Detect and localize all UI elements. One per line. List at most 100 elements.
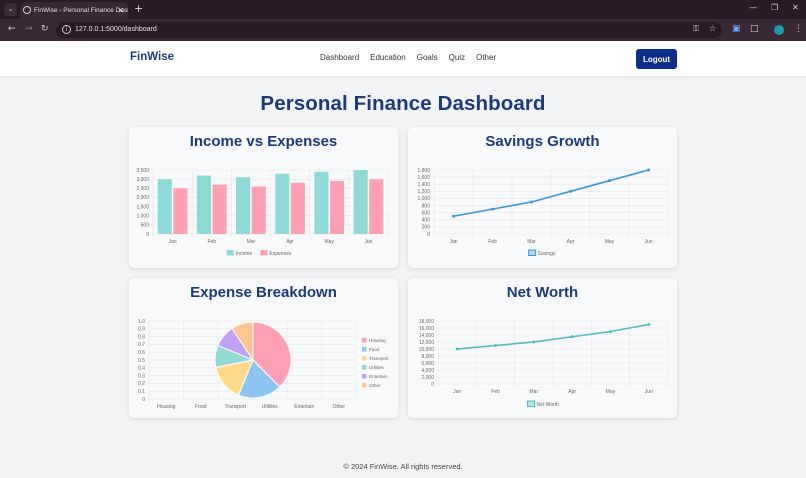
nav-link-goals[interactable]: Goals bbox=[416, 53, 438, 62]
data-point[interactable] bbox=[494, 344, 497, 347]
card-title: Income vs Expenses bbox=[189, 133, 338, 150]
bar-expenses[interactable] bbox=[369, 179, 384, 234]
bar-expenses[interactable] bbox=[173, 188, 188, 234]
legend-item[interactable]: Expenses bbox=[260, 250, 292, 257]
net-worth-card: Net Worth 0 2,000 4,000 6,000 8,000 10,000 12,… bbox=[408, 278, 677, 418]
bar-expenses[interactable] bbox=[251, 186, 266, 234]
legend-item[interactable]: Entertain bbox=[362, 374, 388, 379]
bar-expenses[interactable] bbox=[290, 182, 305, 234]
new-tab-button[interactable]: + bbox=[134, 2, 144, 15]
site-info-icon[interactable]: i bbox=[62, 25, 71, 34]
url-text: 127.0.0.1:5000/dashboard bbox=[75, 26, 157, 33]
y-tick-label: 3,500 bbox=[136, 168, 149, 174]
legend-item[interactable]: Savings bbox=[528, 249, 556, 257]
password-key-icon[interactable]: ⚿ bbox=[693, 24, 700, 33]
bar-expenses[interactable] bbox=[212, 184, 227, 234]
card-title: Net Worth bbox=[506, 284, 579, 301]
x-tick-label: Feb bbox=[491, 389, 500, 395]
bar-income[interactable] bbox=[236, 177, 251, 234]
y-tick-label: 1.0 bbox=[138, 319, 145, 325]
data-point[interactable] bbox=[647, 168, 650, 172]
line-savings[interactable] bbox=[453, 169, 649, 218]
data-point[interactable] bbox=[570, 335, 574, 339]
data-point[interactable] bbox=[491, 207, 494, 211]
data-point[interactable] bbox=[452, 214, 455, 218]
expense-breakdown-card: Expense Breakdown 0 0.1 0.2 0.3 0.4 0.5 0.6 0.7… bbox=[129, 278, 398, 418]
x-tick-label: May bbox=[606, 389, 616, 395]
pie-slice-food[interactable] bbox=[237, 359, 281, 399]
chart-grid: 0 500 1,000 1,500 2,000 2,500 3,000 3,500 Jan Feb… bbox=[136, 168, 389, 245]
url-input[interactable]: i 127.0.0.1:5000/dashboard ⚿ ☆ bbox=[56, 22, 722, 38]
browser-tab[interactable]: FinWise - Personal Finance Dashboard ✕ bbox=[20, 2, 128, 19]
y-tick-label: 0.1 bbox=[138, 389, 145, 395]
y-tick-label: 0.2 bbox=[138, 381, 145, 387]
x-tick-label: Mar bbox=[530, 389, 539, 395]
tab-search-button[interactable]: ⌄ bbox=[4, 3, 17, 16]
svg-text:Transport: Transport bbox=[369, 356, 389, 361]
legend-item[interactable]: Other bbox=[362, 383, 381, 388]
net-worth-chart[interactable]: 02,0004,0006,0008,00010,00012,00014,0001… bbox=[408, 278, 677, 418]
data-point[interactable] bbox=[569, 189, 572, 193]
legend-item[interactable]: Net Worth bbox=[527, 400, 560, 408]
address-bar: ← → ↻ i 127.0.0.1:5000/dashboard ⚿ ☆ ▣ □… bbox=[0, 19, 806, 41]
bar-income[interactable] bbox=[314, 171, 329, 234]
y-tick-label: 14,000 bbox=[419, 333, 435, 339]
svg-text:Utilities: Utilities bbox=[369, 365, 385, 370]
bar-income[interactable] bbox=[196, 175, 211, 234]
bar-income[interactable] bbox=[353, 170, 368, 234]
legend-item[interactable]: Food bbox=[362, 347, 380, 352]
bookmark-star-icon[interactable]: ☆ bbox=[709, 24, 717, 33]
y-tick-label: 4,000 bbox=[421, 368, 434, 374]
minimize-icon[interactable]: — bbox=[749, 3, 757, 12]
y-tick-label: 0 bbox=[427, 232, 430, 238]
close-window-icon[interactable]: ✕ bbox=[792, 3, 799, 12]
data-point[interactable] bbox=[532, 340, 536, 344]
data-point[interactable] bbox=[647, 323, 651, 326]
income-expenses-chart[interactable]: 0 500 1,000 1,500 2,000 2,500 3,000 3,500 Jan Feb… bbox=[129, 127, 398, 268]
data-point[interactable] bbox=[608, 179, 611, 183]
browser-menu-icon[interactable]: ⋮ bbox=[794, 24, 803, 34]
legend-item[interactable]: Housing bbox=[362, 338, 386, 343]
close-tab-icon[interactable]: ✕ bbox=[117, 6, 124, 15]
x-tick-label: Food bbox=[195, 404, 207, 410]
bar-expenses[interactable] bbox=[330, 180, 345, 234]
nav-link-other[interactable]: Other bbox=[476, 53, 497, 62]
nav-link-quiz[interactable]: Quiz bbox=[448, 53, 466, 62]
x-tick-label: Mar bbox=[527, 239, 536, 245]
line-net-worth[interactable] bbox=[457, 323, 649, 350]
extension-icon[interactable]: ▣ bbox=[732, 24, 741, 34]
pie-slice-housing[interactable] bbox=[252, 321, 292, 388]
legend-item[interactable]: Utilities bbox=[362, 365, 385, 370]
legend-item[interactable]: Income bbox=[226, 250, 253, 257]
svg-text:Entertain: Entertain bbox=[369, 374, 388, 379]
extensions-puzzle-icon[interactable]: □ bbox=[750, 24, 759, 34]
data-point[interactable] bbox=[530, 200, 533, 204]
svg-text:Expenses: Expenses bbox=[269, 251, 291, 257]
legend-item[interactable]: Transport bbox=[362, 356, 389, 361]
y-tick-label: 500 bbox=[141, 223, 150, 229]
forward-icon[interactable]: → bbox=[25, 24, 33, 34]
bar-income[interactable] bbox=[275, 173, 290, 234]
reload-icon[interactable]: ↻ bbox=[41, 24, 49, 34]
y-tick-label: 0.5 bbox=[138, 358, 145, 364]
chart-legend: Income Expenses bbox=[226, 250, 292, 257]
data-point[interactable] bbox=[455, 347, 459, 351]
y-tick-label: 600 bbox=[422, 210, 431, 216]
y-tick-label: 1,500 bbox=[136, 204, 149, 210]
expense-breakdown-chart[interactable]: 0 0.1 0.2 0.30.4 0.5 0.6 0.7 0.80.9 1.0 Housing Fo… bbox=[129, 278, 398, 418]
bar-income[interactable] bbox=[157, 179, 172, 234]
nav-link-education[interactable]: Education bbox=[370, 53, 406, 62]
brand-logo[interactable]: FinWise bbox=[130, 51, 174, 63]
restore-icon[interactable]: ❐ bbox=[771, 3, 779, 12]
back-icon[interactable]: ← bbox=[8, 24, 16, 34]
profile-avatar[interactable] bbox=[774, 25, 784, 35]
logout-button[interactable]: Logout bbox=[636, 49, 677, 69]
pie-slice-other[interactable] bbox=[231, 321, 254, 362]
y-tick-label: 200 bbox=[422, 225, 431, 231]
data-point[interactable] bbox=[609, 330, 612, 333]
page-title: Personal Finance Dashboard bbox=[260, 92, 546, 115]
x-tick-label: Entertain bbox=[294, 404, 314, 410]
tab-title: FinWise - Personal Finance Dashboard bbox=[34, 7, 128, 14]
nav-link-dashboard[interactable]: Dashboard bbox=[320, 53, 360, 62]
